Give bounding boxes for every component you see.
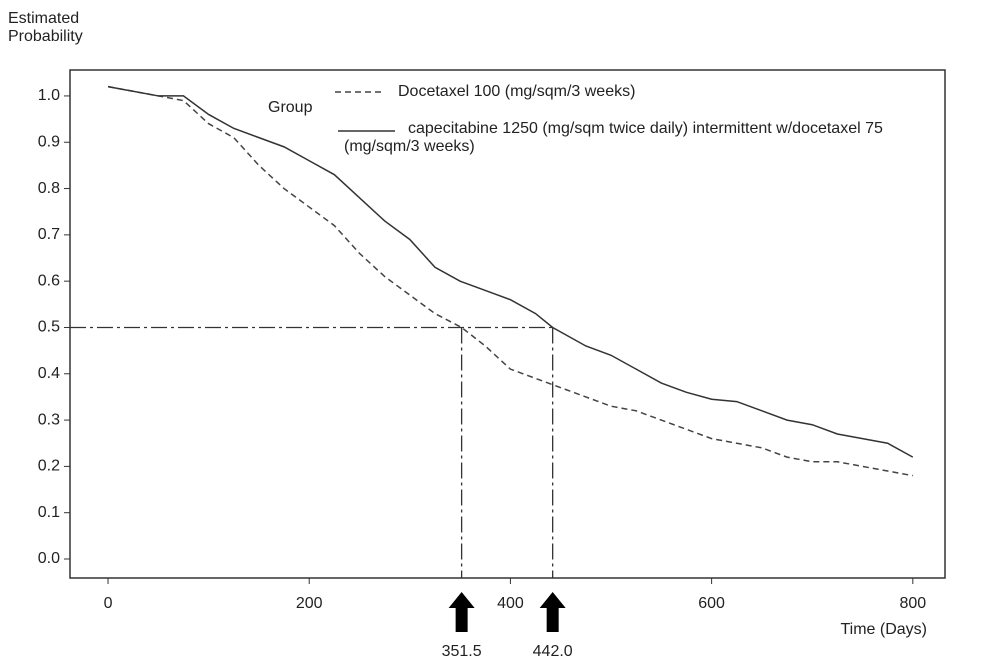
median-label: 351.5 — [442, 643, 482, 660]
survival-line — [107, 85, 913, 477]
x-axis-label: Time (Days) — [840, 621, 927, 638]
y-tick-label: 0.0 — [38, 550, 60, 567]
x-tick-label: 800 — [899, 595, 926, 612]
x-tick-label: 400 — [497, 595, 524, 612]
x-tick-label: 0 — [104, 595, 113, 612]
y-tick-label: 0.9 — [38, 133, 60, 150]
y-tick-label: 0.6 — [38, 272, 60, 289]
y-tick-label: 0.3 — [38, 411, 60, 428]
legend-label: Docetaxel 100 (mg/sqm/3 weeks) — [398, 83, 635, 100]
median-label: 442.0 — [533, 643, 573, 660]
x-tick-label: 200 — [296, 595, 323, 612]
legend-title: Group — [268, 99, 313, 116]
x-tick-label: 600 — [698, 595, 725, 612]
legend-label: capecitabine 1250 (mg/sqm twice daily) i… — [344, 120, 883, 155]
y-tick-label: 0.1 — [38, 504, 60, 521]
y-tick-label: 0.8 — [38, 180, 60, 197]
survival-line — [107, 85, 914, 458]
plot-frame — [69, 69, 946, 579]
y-tick-label: 0.2 — [38, 458, 60, 475]
y-tick-label: 0.7 — [38, 226, 60, 243]
y-tick-label: 0.5 — [38, 319, 60, 336]
median-arrow — [539, 592, 566, 632]
median-arrow — [448, 592, 475, 632]
y-tick-label: 0.4 — [38, 365, 60, 382]
y-tick-label: 1.0 — [38, 87, 60, 104]
y-axis-label: Estimated Probability — [8, 10, 83, 45]
